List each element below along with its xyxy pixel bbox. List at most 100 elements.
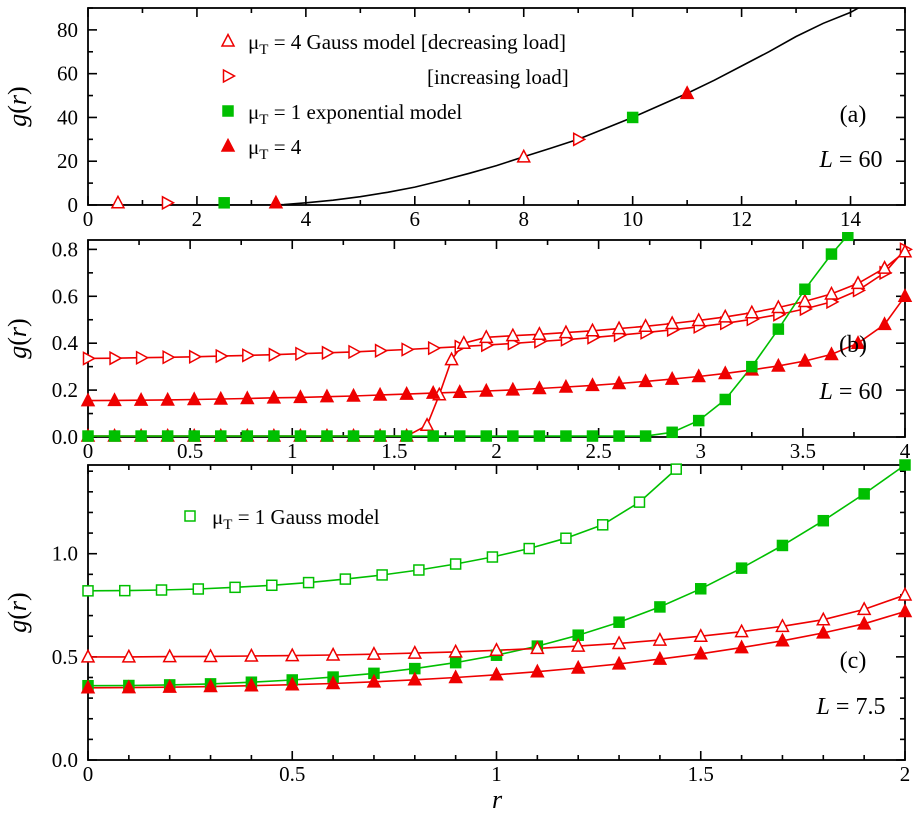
x-tick-label: 0 [83,439,94,463]
marker-triangle-up-solid [734,639,749,654]
panel-c-frame [87,464,906,761]
marker-square-open [82,585,94,597]
panel-annotation: (c) [840,648,867,674]
panel-annotation: L = 60 [819,147,883,173]
marker-triangle-up-solid [325,675,341,690]
marker-square-solid [825,248,838,260]
marker-triangle-up-solid [425,385,441,399]
marker-triangle-right-open [215,348,229,364]
marker-triangle-up-solid [693,645,708,660]
panel-a: 0 2 4 6 8 10 12 14 0 20 40 60 80 g(r) μT = 4 Gauss mod… [3,7,906,231]
x-tick-label: 0 [83,207,94,231]
marker-triangle-up-open [877,260,892,274]
y-axis-label: g(r) [3,592,32,632]
marker-triangle-up-open [110,194,126,209]
y-axis-label: g(r) [3,86,32,126]
y-tick-label: 0.8 [52,237,78,261]
x-axis-label: r [492,785,503,814]
marker-square-open [486,551,499,563]
marker-square-solid [294,430,307,442]
marker-triangle-up-solid [489,666,504,681]
marker-triangle-up-open [744,304,760,319]
curve-gauss-mu4-increasing [88,248,905,360]
marker-square-solid [560,430,572,442]
marker-square-solid [321,430,333,442]
marker-triangle-up-solid [452,384,467,398]
marker-triangle-up-open [285,647,300,662]
marker-triangle-up-open [489,642,504,657]
marker-triangle-up-open [479,329,494,344]
marker-square-open [229,581,241,594]
marker-triangle-up-open [570,638,586,652]
marker-square-solid [799,283,811,295]
x-tick-label: 2 [192,207,203,231]
marker-triangle-right-open [222,68,237,84]
marker-square-solid [188,430,200,442]
legend-label: μT = 4 [248,135,302,163]
x-tick-label: 1.5 [381,439,407,463]
marker-triangle-up-solid [448,669,463,684]
marker-triangle-up-open [652,632,668,646]
marker-triangle-up-solid [897,603,913,618]
panel-b-ticks [87,240,906,438]
marker-triangle-up-solid [244,677,259,692]
marker-square-open [302,576,315,589]
marker-triangle-up-solid [285,676,300,691]
y-tick-label: 0.0 [52,425,78,449]
marker-square-solid [586,430,599,442]
marker-triangle-right-open [321,345,336,361]
x-tick-label: 4 [900,439,911,463]
marker-square-solid [241,430,254,442]
marker-square-solid [449,656,462,669]
marker-triangle-up-open [775,618,790,633]
marker-square-open [413,564,425,576]
x-tick-label: 14 [840,207,862,231]
marker-triangle-right-open [188,349,203,365]
marker-triangle-up-solid [532,380,547,395]
marker-square-solid [480,430,493,442]
x-tick-label: 2 [900,762,911,786]
marker-triangle-up-solid [80,679,96,694]
x-tick-label: 3 [696,439,707,463]
marker-triangle-up-solid [897,288,913,303]
marker-square-solid [533,430,546,442]
marker-triangle-right-open [161,195,176,211]
marker-triangle-up-solid [213,390,228,405]
legend-label: μT = 1 Gauss model [212,505,380,533]
marker-triangle-up-open [121,648,137,663]
marker-triangle-up-open [448,643,463,658]
marker-triangle-right-open [295,346,309,362]
marker-triangle-up-solid [771,357,786,372]
marker-triangle-up-solid [203,678,218,693]
panel-b-curves [88,240,905,437]
marker-triangle-up-open [897,243,913,258]
marker-triangle-up-solid [664,370,680,385]
legend-label: [increasing load] [427,65,569,89]
marker-triangle-up-open [558,324,574,339]
marker-square-solid [719,393,732,406]
x-tick-label: 0.5 [279,762,305,786]
marker-triangle-up-open [664,315,680,330]
x-tick-label: 10 [622,207,643,231]
panel-a-frame [87,7,906,206]
marker-triangle-right-open [348,344,362,360]
marker-triangle-up-open [816,611,831,626]
marker-triangle-up-solid [319,388,335,403]
marker-square-solid [453,430,466,442]
marker-triangle-up-solid [877,316,892,331]
marker-triangle-up-solid [107,392,122,407]
marker-triangle-right-open [242,348,256,363]
x-tick-label: 0.5 [177,439,203,463]
panel-annotation: L = 60 [819,379,883,405]
panel-a-curves [88,8,860,205]
y-tick-label: 0 [68,193,79,217]
panel-c-markers [80,459,913,694]
marker-triangle-up-open [638,318,653,333]
marker-triangle-up-open [419,417,435,432]
marker-triangle-up-solid [558,378,574,393]
marker-triangle-up-open [611,320,627,335]
marker-triangle-up-open [734,623,749,638]
marker-triangle-right-open [374,343,389,358]
marker-square-solid [268,430,280,442]
marker-square-solid [613,616,625,628]
